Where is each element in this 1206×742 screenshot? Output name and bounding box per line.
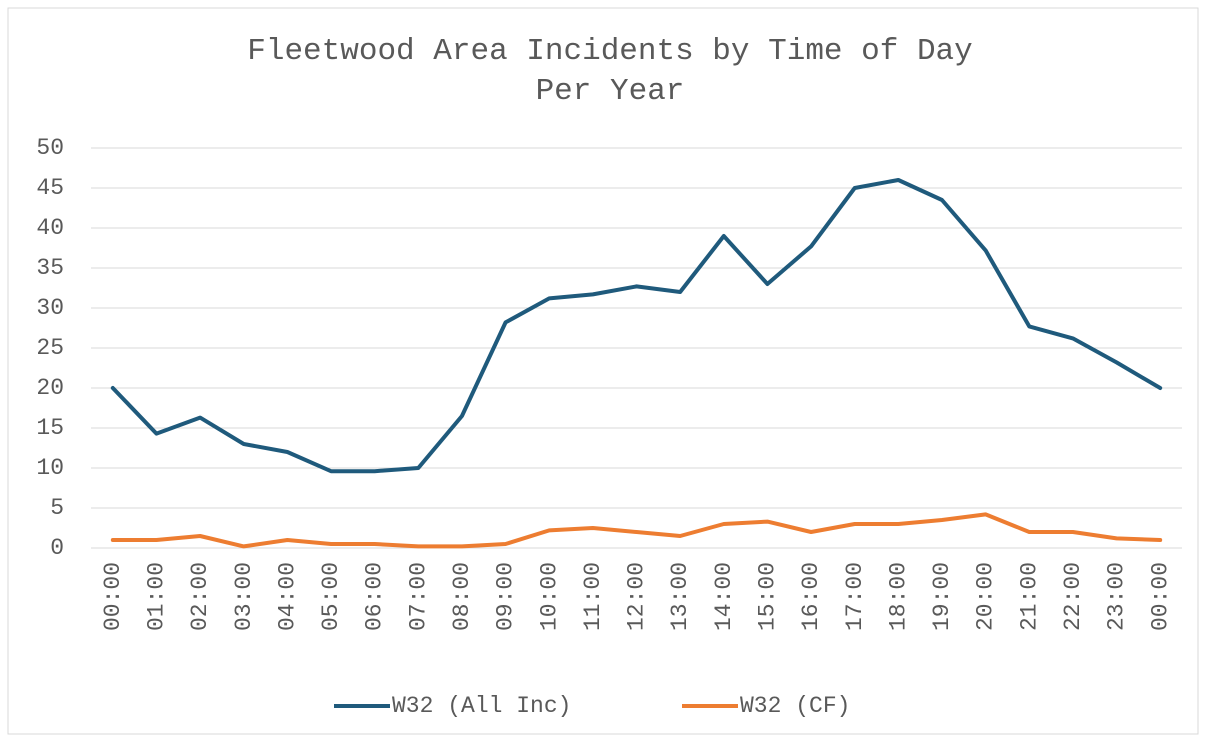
x-tick-label: 20:00 <box>973 562 999 631</box>
y-tick-label: 15 <box>36 415 64 441</box>
x-tick-label: 02:00 <box>187 562 213 631</box>
x-tick-label: 15:00 <box>754 562 780 631</box>
y-tick-label: 10 <box>36 455 64 481</box>
y-tick-label: 40 <box>36 215 64 241</box>
x-tick-label: 13:00 <box>667 562 693 631</box>
x-tick-label: 08:00 <box>449 562 475 631</box>
x-tick-label: 19:00 <box>929 562 955 631</box>
x-tick-label: 12:00 <box>624 562 650 631</box>
y-tick-label: 25 <box>36 335 64 361</box>
y-tick-label: 30 <box>36 295 64 321</box>
x-tick-label: 05:00 <box>318 562 344 631</box>
x-tick-label: 09:00 <box>493 562 519 631</box>
y-tick-label: 35 <box>36 255 64 281</box>
x-tick-label: 07:00 <box>405 562 431 631</box>
x-tick-label: 10:00 <box>536 562 562 631</box>
x-tick-label: 16:00 <box>798 562 824 631</box>
x-tick-label: 04:00 <box>274 562 300 631</box>
x-tick-label: 21:00 <box>1016 562 1042 631</box>
x-tick-label: 00:00 <box>1147 562 1173 631</box>
legend-label: W32 (CF) <box>740 693 850 719</box>
series-line <box>110 178 1163 474</box>
y-tick-label: 20 <box>36 375 64 401</box>
x-tick-label: 17:00 <box>842 562 868 631</box>
x-tick-label: 18:00 <box>885 562 911 631</box>
y-tick-label: 5 <box>50 495 64 521</box>
chart-title: Per Year <box>536 74 685 109</box>
legend-label: W32 (All Inc) <box>392 693 571 719</box>
y-tick-label: 0 <box>50 535 64 561</box>
chart-title: Fleetwood Area Incidents by Time of Day <box>247 34 973 69</box>
x-tick-label: 00:00 <box>100 562 126 631</box>
x-tick-label: 06:00 <box>362 562 388 631</box>
y-tick-label: 50 <box>36 135 64 161</box>
x-tick-label: 22:00 <box>1060 562 1086 631</box>
y-tick-label: 45 <box>36 175 64 201</box>
series-line <box>110 512 1163 549</box>
x-tick-label: 03:00 <box>231 562 257 631</box>
x-tick-label: 14:00 <box>711 562 737 631</box>
chart-border <box>7 7 1199 735</box>
x-tick-label: 01:00 <box>144 562 170 631</box>
x-tick-label: 11:00 <box>580 562 606 631</box>
x-tick-label: 23:00 <box>1104 562 1130 631</box>
